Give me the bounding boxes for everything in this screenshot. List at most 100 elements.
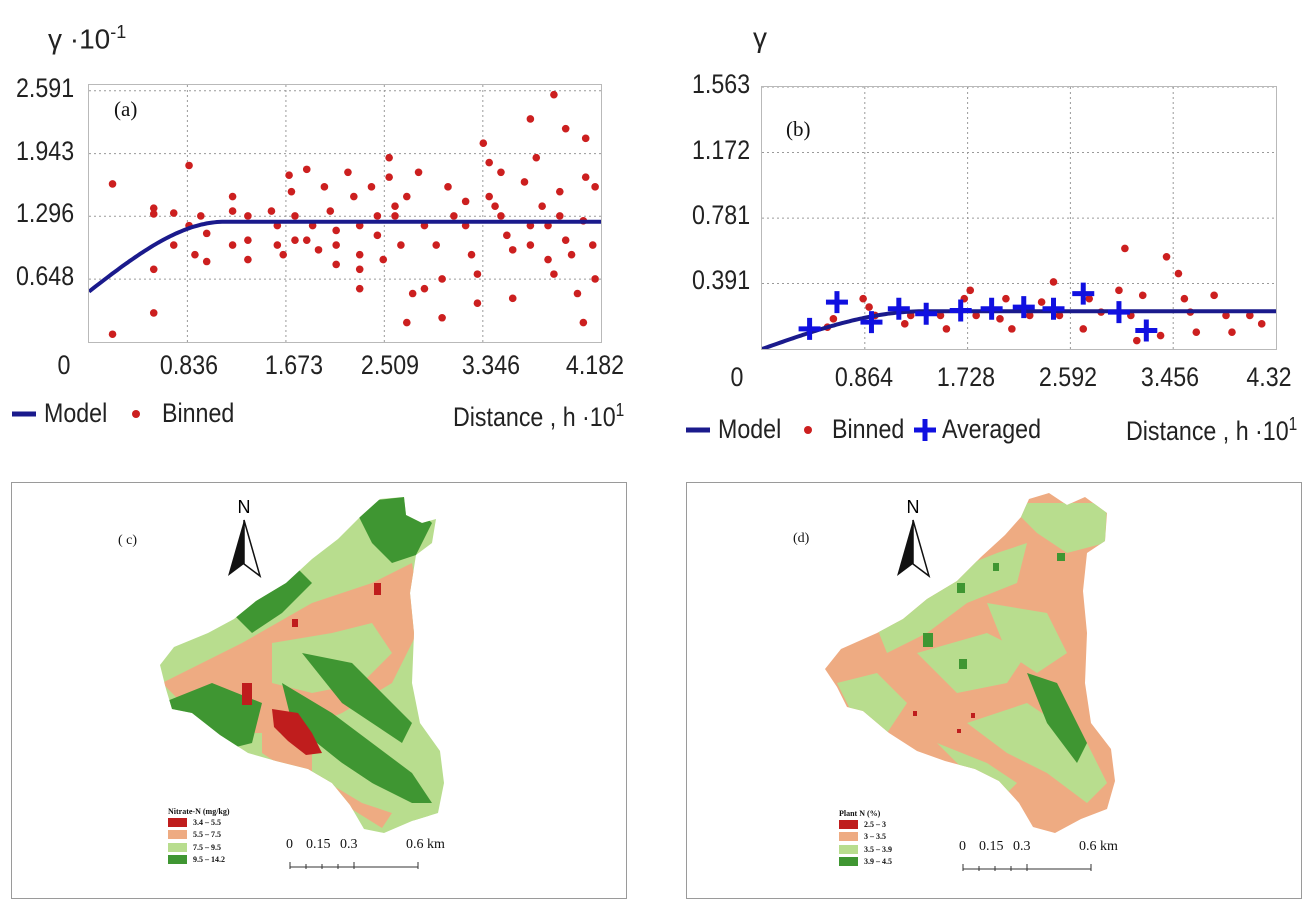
binned-point <box>402 318 411 327</box>
binned-point <box>1008 325 1016 333</box>
binned-point <box>1222 311 1230 320</box>
scale-label: 0.3 <box>340 837 358 852</box>
scale-ticks <box>962 864 1092 871</box>
binned-point <box>267 207 276 215</box>
binned-point <box>1002 294 1010 303</box>
y-tick-label: 1.296 <box>16 198 75 229</box>
averaged-point <box>825 291 848 314</box>
binned-point <box>402 192 411 201</box>
binned-point <box>942 325 951 333</box>
legend-item-label: 3.9 – 4.5 <box>864 857 892 867</box>
binned-point <box>355 265 364 274</box>
x-tick-label: 1.728 <box>936 362 996 392</box>
binned-point <box>244 212 252 220</box>
x-tick-label: 4.32 <box>1246 362 1292 392</box>
y-tick-label: 1.943 <box>16 135 75 166</box>
binned-point <box>228 207 237 215</box>
binned-point <box>473 299 482 308</box>
binned-point <box>414 168 423 177</box>
north-arrow-shape <box>228 519 262 578</box>
binned-point <box>865 303 873 311</box>
binned-point <box>972 311 980 320</box>
binned-point <box>591 275 599 283</box>
map-d-scale-bar: 0 0.15 0.3 0.6 km <box>957 839 1118 879</box>
binned-point <box>526 115 535 123</box>
binned-point <box>966 286 975 295</box>
map-c-surface <box>160 497 444 833</box>
x-tick-label: 0 <box>730 362 744 392</box>
binned-point <box>567 250 576 259</box>
map-d-surface <box>825 493 1115 833</box>
legend-binned-marker <box>131 409 140 418</box>
y-tick-label: 0.781 <box>692 200 751 231</box>
binned-point <box>532 153 541 162</box>
binned-point <box>581 173 590 181</box>
model-curve <box>762 309 1276 349</box>
binned-point <box>544 255 552 264</box>
binned-point <box>497 168 505 177</box>
binned-point <box>432 241 441 249</box>
x-tick-label: 3.456 <box>1140 362 1200 392</box>
legend-binned-marker <box>803 425 812 434</box>
y-tick-label: 1.563 <box>692 69 751 99</box>
binned-point <box>1138 291 1147 300</box>
legend-binned-label: Binned <box>161 398 234 428</box>
map-c-legend: Nitrate-N (mg/kg) 3.4 – 5.5 5.5 – 7.5 7.… <box>168 807 230 866</box>
binned-point <box>149 309 158 317</box>
chart-b-xlabel: Distance , h ·101 <box>1126 414 1297 447</box>
binned-point <box>556 212 564 220</box>
averaged-point <box>1135 319 1158 342</box>
map-d-legend-item: 3 – 3.5 <box>839 831 892 844</box>
legend-item-label: 2.5 – 3 <box>864 819 886 829</box>
legend-model-swatch <box>12 411 36 416</box>
binned-point <box>1210 291 1218 300</box>
map-d-legend-item: 3.5 – 3.9 <box>839 843 892 856</box>
chart-a-svg <box>89 85 601 342</box>
legend-swatch <box>168 817 187 827</box>
binned-point <box>859 294 867 303</box>
binned-point <box>550 270 558 278</box>
legend-averaged-marker <box>913 418 936 441</box>
chart-a-panel-label: (a) <box>114 97 138 121</box>
binned-point <box>273 241 282 249</box>
binned-point <box>1079 325 1088 333</box>
scale-label: 0.15 <box>979 839 1004 854</box>
binned-point <box>996 315 1004 323</box>
averaged-point <box>860 311 883 334</box>
legend-swatch <box>168 830 187 840</box>
scale-ticks <box>289 862 419 869</box>
binned-point <box>149 204 158 212</box>
y-tick-label: 2.591 <box>16 72 75 103</box>
binned-point <box>326 207 335 215</box>
chart-a-plot-area: (a) <box>88 84 602 343</box>
binned-point <box>350 192 358 201</box>
binned-point <box>450 212 458 220</box>
map-d-legend: Plant N (%) 2.5 – 3 3 – 3.5 3.5 – 3.9 3.… <box>839 809 892 868</box>
binned-point <box>108 180 117 188</box>
chart-a-xlabel: Distance , h ·101 <box>453 400 624 433</box>
binned-point <box>291 212 299 220</box>
binned-point <box>591 183 599 191</box>
binned-point <box>1228 328 1236 337</box>
chart-b-panel-label: (b) <box>786 117 811 141</box>
binned-point <box>202 257 211 266</box>
binned-point <box>287 187 296 196</box>
binned-point <box>1037 298 1046 306</box>
binned-point <box>579 318 588 327</box>
binned-point <box>320 183 329 191</box>
binned-point <box>544 221 552 230</box>
averaged-point <box>1107 301 1130 324</box>
binned-point <box>485 192 493 201</box>
binned-point <box>285 171 293 179</box>
legend-item-label: 7.5 – 9.5 <box>193 842 221 852</box>
binned-point <box>491 202 499 211</box>
scale-label: 0.15 <box>306 837 331 852</box>
binned-point <box>503 231 511 240</box>
averaged-point <box>1072 282 1095 305</box>
chart-a-xlabel-text: Distance , h ·10 <box>453 402 616 432</box>
x-tick-label: 1.673 <box>264 350 324 380</box>
binned-point <box>228 192 237 201</box>
averaged-point <box>980 297 1003 320</box>
binned-point <box>397 241 405 249</box>
binned-point <box>373 212 382 220</box>
